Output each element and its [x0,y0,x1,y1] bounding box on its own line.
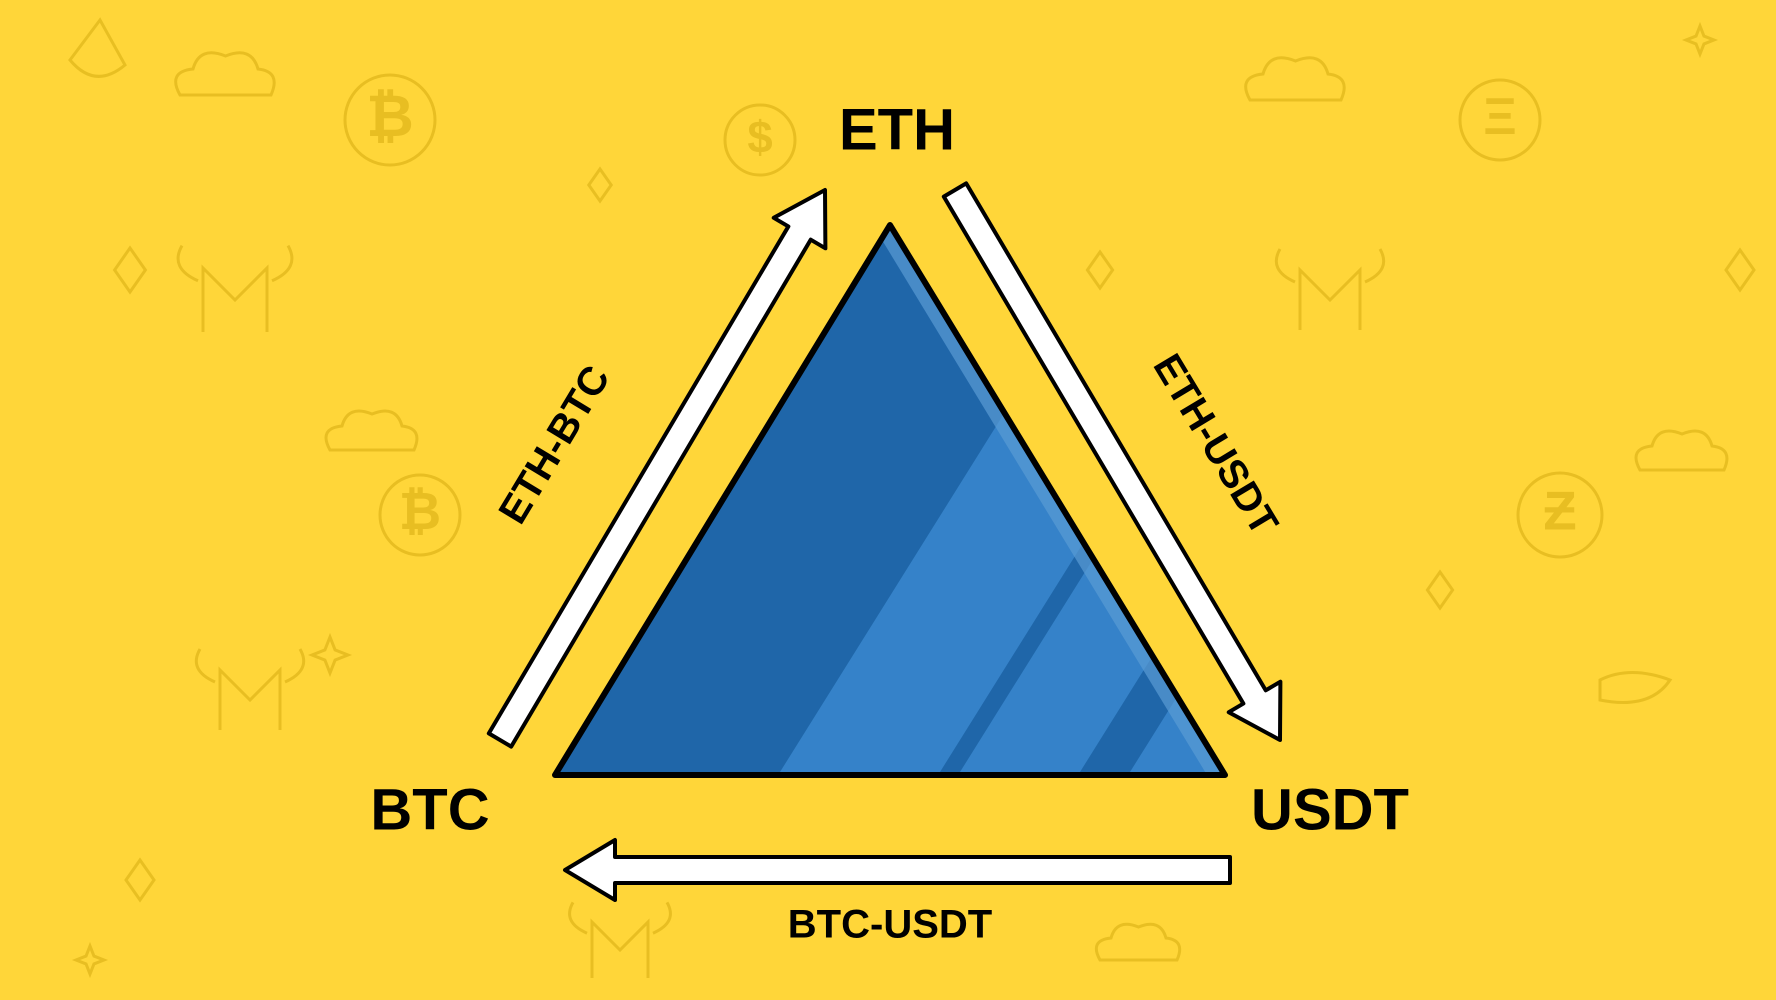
vertex-left-label: BTC [370,777,489,844]
svg-text:₿: ₿ [399,483,441,541]
diagram-canvas: ₿₿ΞƵ$ ETH BTC USDT ETH-BTC ETH-USDT BTC-… [0,0,1776,1000]
svg-text:Ƶ: Ƶ [1543,481,1576,542]
svg-text:₿: ₿ [366,84,414,149]
svg-text:Ξ: Ξ [1483,88,1516,146]
vertex-top-label: ETH [839,97,955,164]
edge-bottom-label: BTC-USDT [788,903,992,948]
vertex-right-label: USDT [1251,777,1409,844]
svg-text:$: $ [747,111,772,162]
